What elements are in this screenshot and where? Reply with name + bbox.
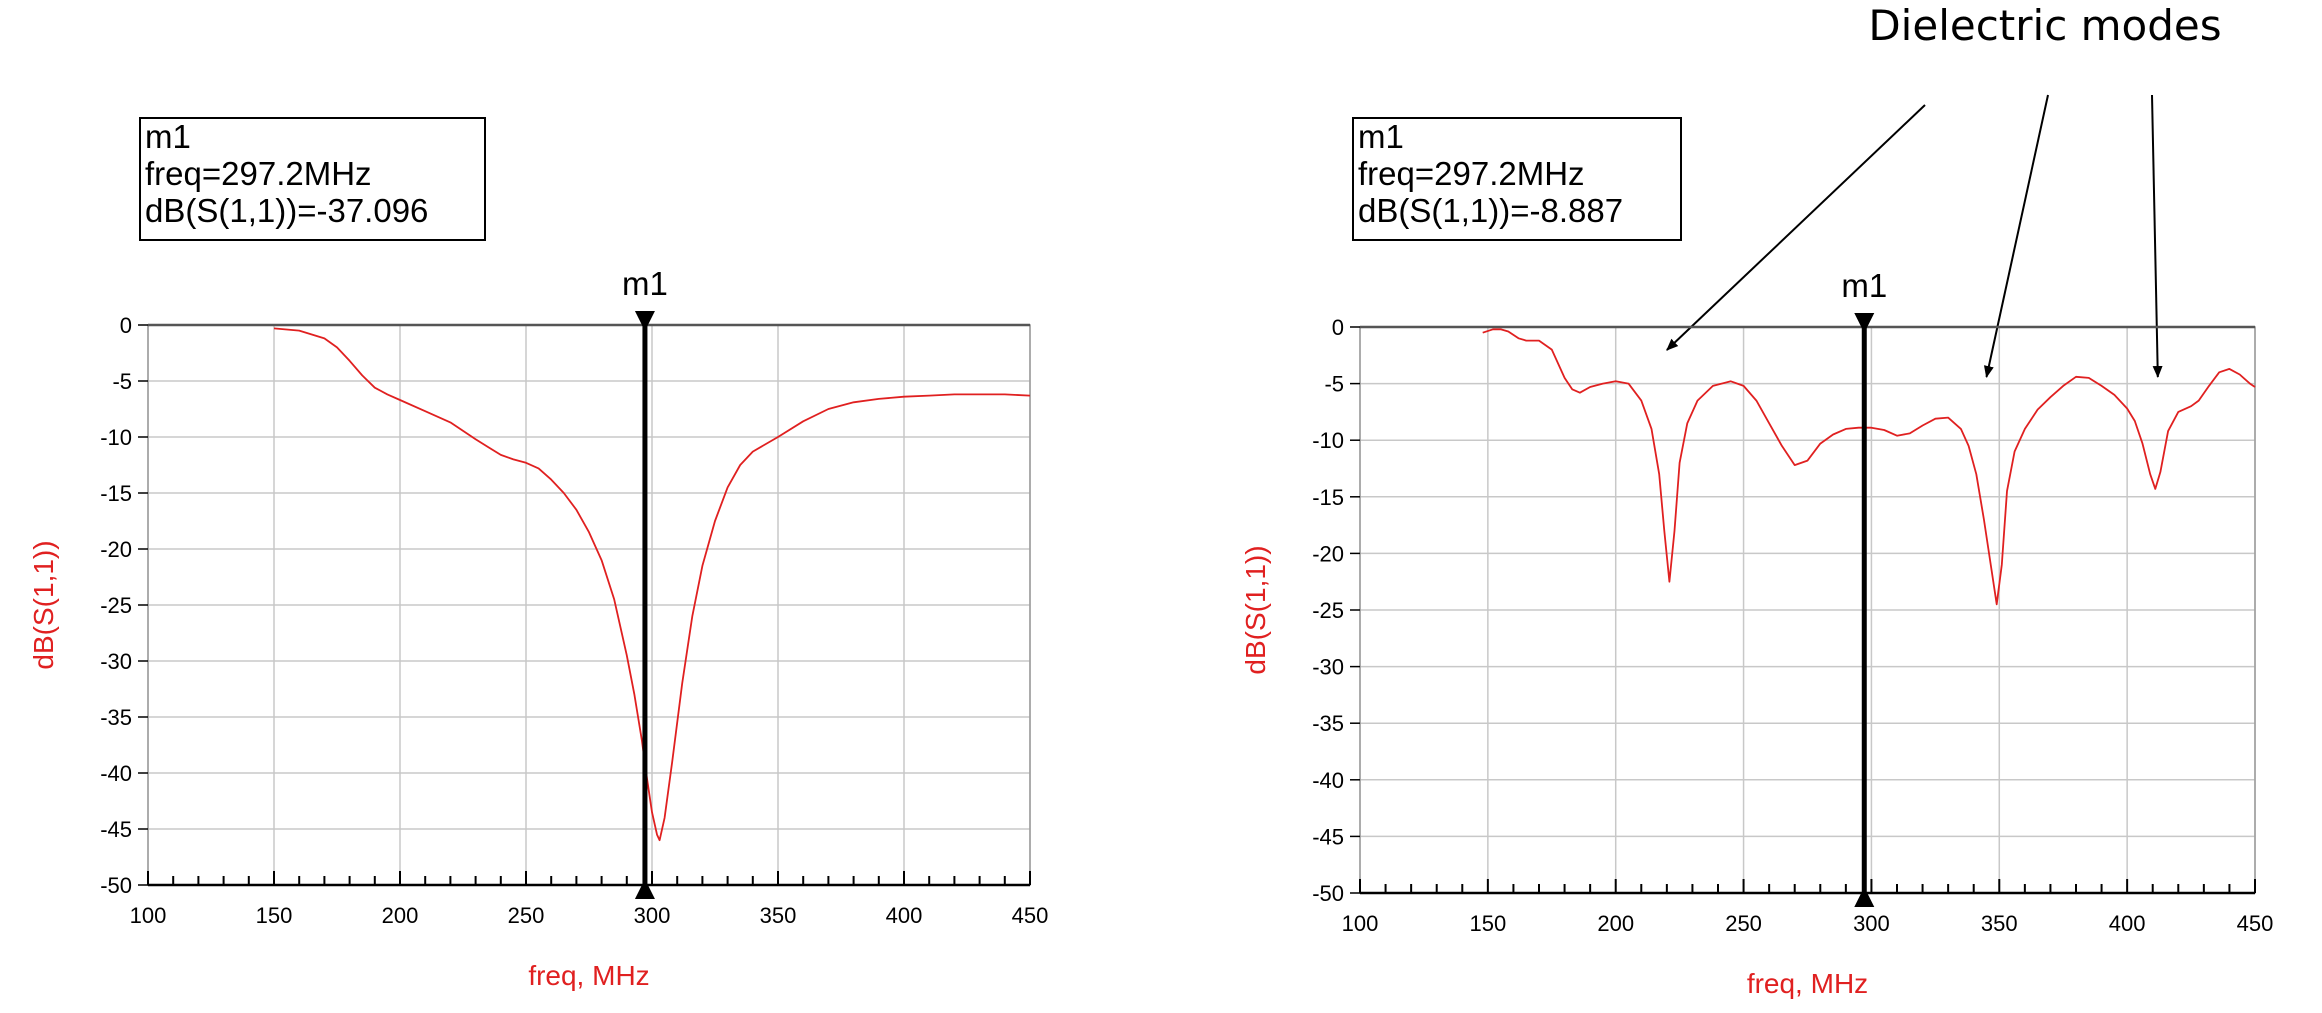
marker-readout-box (139, 117, 486, 241)
y-tick-label: -15 (100, 481, 132, 506)
y-tick-label: -35 (1312, 711, 1344, 736)
y-tick-label: -15 (1312, 485, 1344, 510)
y-axis-title: dB(S(1,1)) (28, 540, 59, 669)
y-tick-label: 0 (1332, 315, 1344, 340)
y-tick-label: -25 (1312, 598, 1344, 623)
x-axis-title: freq, MHz (528, 960, 649, 991)
y-tick-label: -30 (1312, 655, 1344, 680)
y-tick-label: -45 (100, 817, 132, 842)
x-tick-label: 250 (508, 903, 545, 928)
marker-readout-line: freq=297.2MHz (145, 155, 372, 192)
marker-label: m1 (622, 265, 668, 302)
x-tick-label: 350 (760, 903, 797, 928)
chart-left: 100 150 200 250 300 350 400 450 0 -5 -10 -15 -20 -25 -… (28, 117, 1049, 991)
annotation-arrow (1983, 94, 2049, 378)
y-tick-label: 0 (120, 313, 132, 338)
x-tick-label: 200 (1597, 911, 1634, 936)
y-tick-label: -45 (1312, 824, 1344, 849)
x-axis-title: freq, MHz (1747, 968, 1868, 999)
x-tick-label: 400 (2109, 911, 2146, 936)
marker-readout-line: freq=297.2MHz (1358, 155, 1585, 192)
marker-readout-line: dB(S(1,1))=-8.887 (1358, 192, 1623, 229)
x-tick-label: 350 (1981, 911, 2018, 936)
x-tick-label: 300 (1853, 911, 1890, 936)
y-tick-label: -40 (100, 761, 132, 786)
x-tick-label: 400 (886, 903, 923, 928)
x-tick-label: 100 (130, 903, 167, 928)
x-tick-label: 300 (634, 903, 671, 928)
annotation-arrow (2151, 94, 2163, 378)
series-line (1482, 328, 2256, 606)
y-tick-label: -10 (100, 425, 132, 450)
y-tick-label: -40 (1312, 768, 1344, 793)
x-tick-label: 450 (1012, 903, 1049, 928)
marker-bottom-triangle (1854, 887, 1875, 907)
marker-bottom-triangle (634, 879, 655, 899)
x-tick-label: 250 (1725, 911, 1762, 936)
y-tick-label: -10 (1312, 428, 1344, 453)
annotation-arrows (1666, 94, 2163, 378)
marker-readout-line: dB(S(1,1))=-37.096 (145, 192, 428, 229)
y-tick-label: -5 (1324, 372, 1344, 397)
marker-label: m1 (1841, 267, 1887, 304)
y-tick-label: -20 (1312, 541, 1344, 566)
y-tick-label: -50 (1312, 881, 1344, 906)
marker-top-triangle (1854, 313, 1875, 333)
x-tick-label: 150 (256, 903, 293, 928)
y-axis-title: dB(S(1,1)) (1240, 545, 1271, 674)
chart-right: 100 150 200 250 300 350 400 450 0 -5 -10 -15 -20 -25 -… (1240, 117, 2274, 999)
series-line (273, 327, 1031, 842)
marker-top-triangle (634, 311, 655, 331)
y-tick-label: -35 (100, 705, 132, 730)
y-tick-label: -5 (112, 369, 132, 394)
x-tick-label: 450 (2237, 911, 2274, 936)
annotation-arrow (1666, 104, 1926, 351)
x-tick-label: 100 (1342, 911, 1379, 936)
annotation-label: Dielectric modes (1868, 1, 2221, 50)
marker-readout-box (1352, 117, 1682, 241)
x-tick-label: 150 (1469, 911, 1506, 936)
x-tick-label: 200 (382, 903, 419, 928)
y-tick-label: -50 (100, 873, 132, 898)
y-tick-label: -20 (100, 537, 132, 562)
marker-readout-line: m1 (1358, 118, 1404, 155)
y-tick-label: -30 (100, 649, 132, 674)
y-tick-label: -25 (100, 593, 132, 618)
marker-readout-line: m1 (145, 118, 191, 155)
